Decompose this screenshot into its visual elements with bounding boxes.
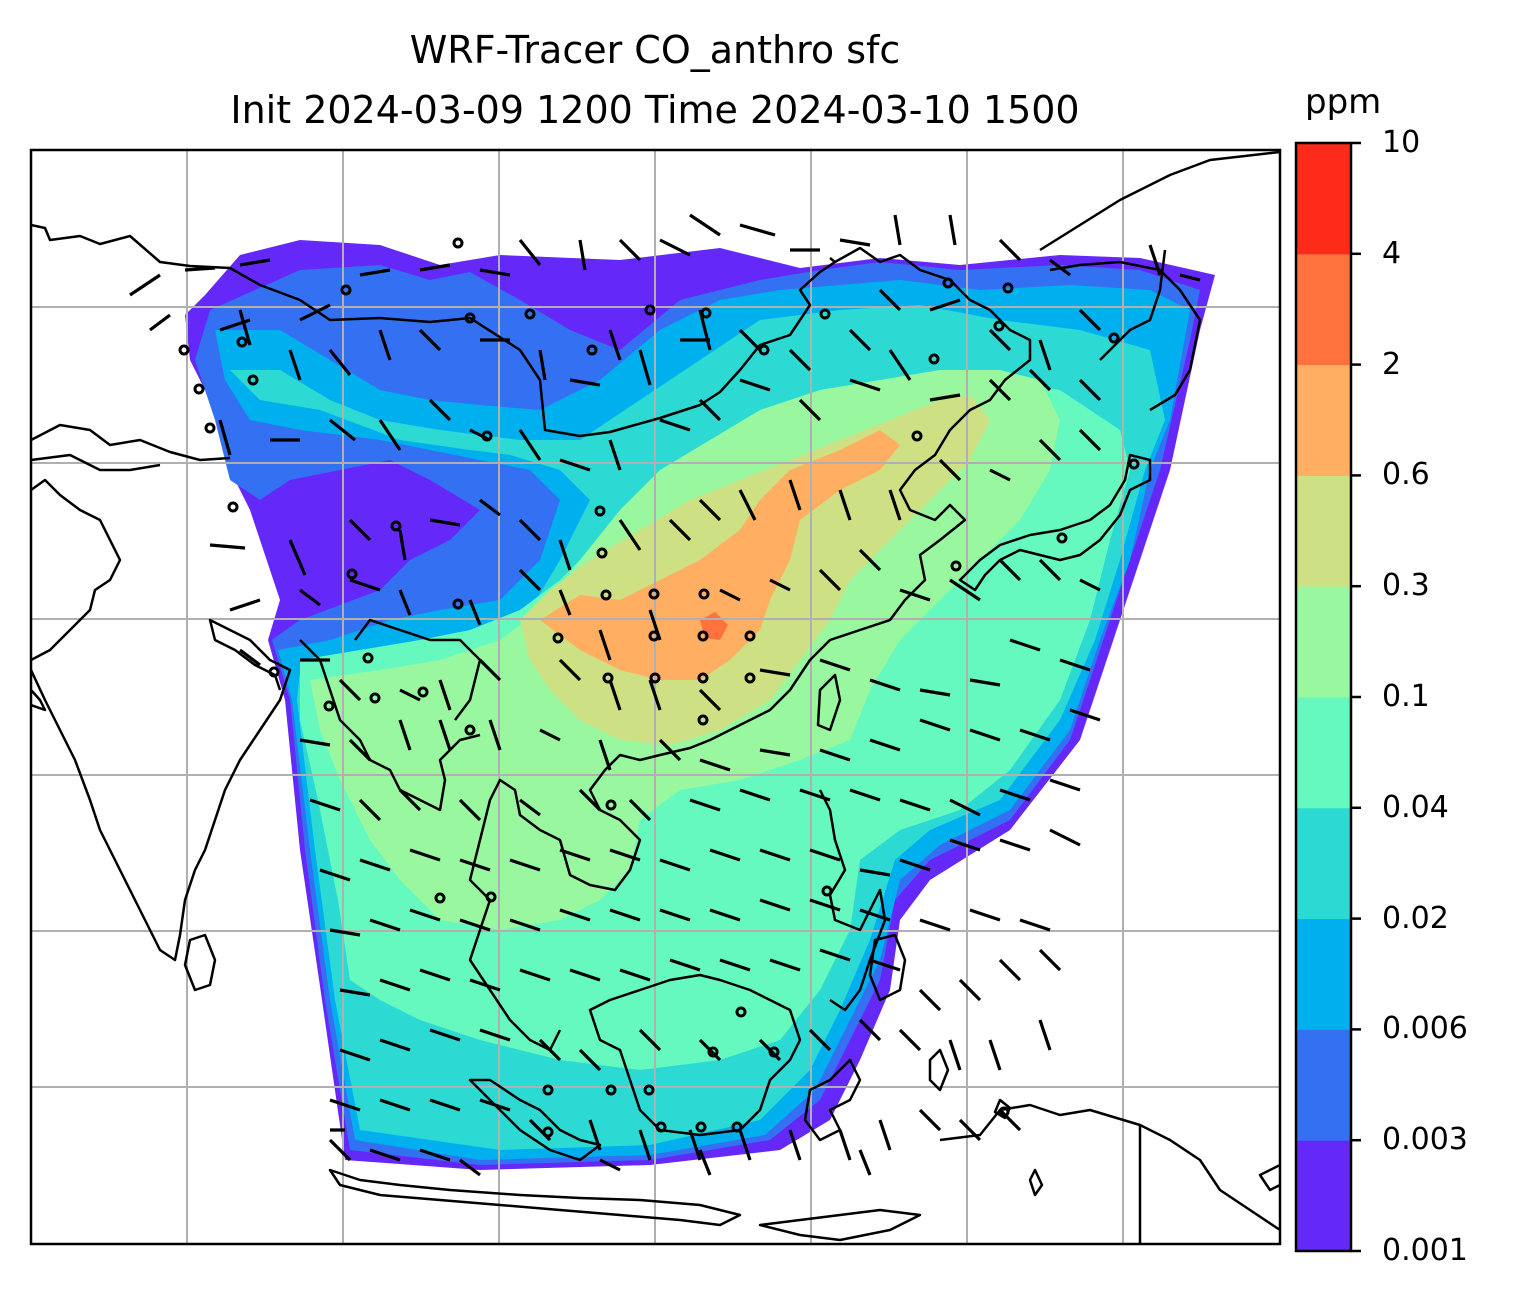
colorbar-unit-label: ppm: [1305, 82, 1382, 122]
colorbar-tick-label: 0.003: [1382, 1122, 1468, 1158]
colorbar-bin-8: [1296, 253, 1351, 366]
colorbar-tick-label: 0.001: [1382, 1233, 1468, 1268]
colorbar-bin-9: [1296, 143, 1351, 255]
colorbar-bin-5: [1296, 586, 1351, 698]
chart-title-line1: WRF-Tracer CO_anthro sfc: [409, 28, 901, 72]
colorbar-bin-2: [1296, 918, 1351, 1030]
colorbar-tick-label: 0.6: [1382, 457, 1430, 493]
colorbar-tick-label: 10: [1382, 125, 1421, 160]
colorbar-bin-4: [1296, 697, 1351, 809]
coastlines: [31, 150, 1280, 1244]
colorbar-tick-label: 0.3: [1382, 568, 1430, 604]
map-frame: [29, 148, 1282, 1246]
colorbar-tick-label: 0.1: [1382, 679, 1430, 714]
chart-title-line2: Init 2024-03-09 1200 Time 2024-03-10 150…: [230, 88, 1080, 132]
colorbar-tick-label: 0.02: [1382, 900, 1449, 936]
colorbar-bin-3: [1296, 807, 1351, 920]
colorbar-tick-label: 4: [1382, 235, 1402, 271]
gridlines: [31, 150, 1280, 1244]
wind-barbs: [129, 213, 1201, 1177]
colorbar-bin-6: [1296, 475, 1351, 587]
colorbar-bin-7: [1296, 364, 1351, 476]
calm-wind-markers: [178, 237, 1140, 1138]
colorbar-tick-label: 0.006: [1382, 1011, 1468, 1047]
colorbar-tick-label: 2: [1382, 346, 1402, 382]
colorbar-bin-0: [1296, 1140, 1351, 1252]
colorbar-bin-1: [1296, 1029, 1351, 1141]
colorbar-tick-label: 0.04: [1382, 789, 1449, 825]
